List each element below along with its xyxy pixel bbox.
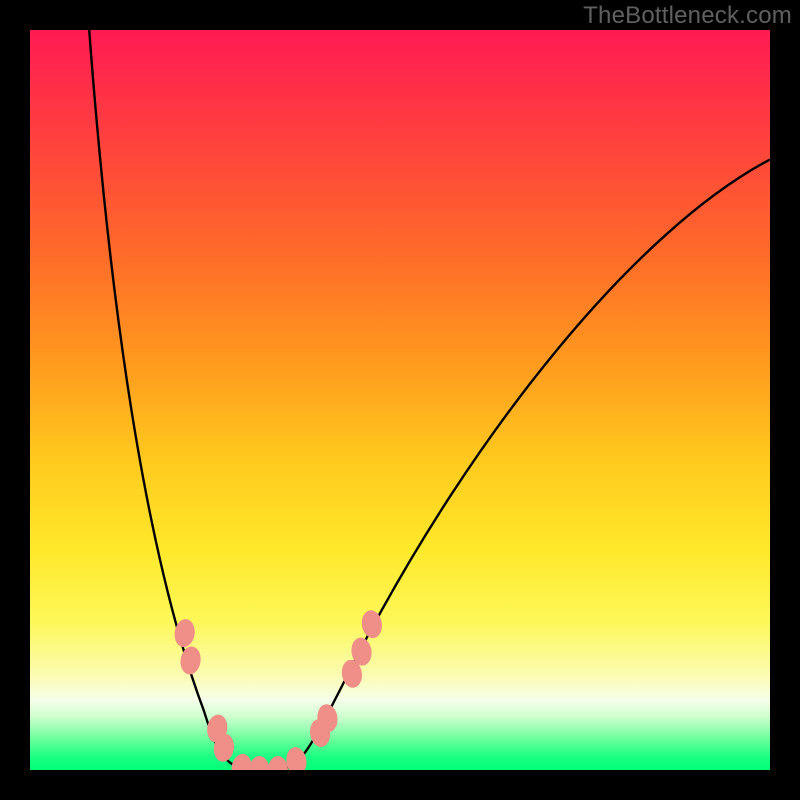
bottleneck-chart <box>0 0 800 800</box>
watermark-text: TheBottleneck.com <box>583 2 792 30</box>
chart-gradient-background <box>30 30 770 770</box>
